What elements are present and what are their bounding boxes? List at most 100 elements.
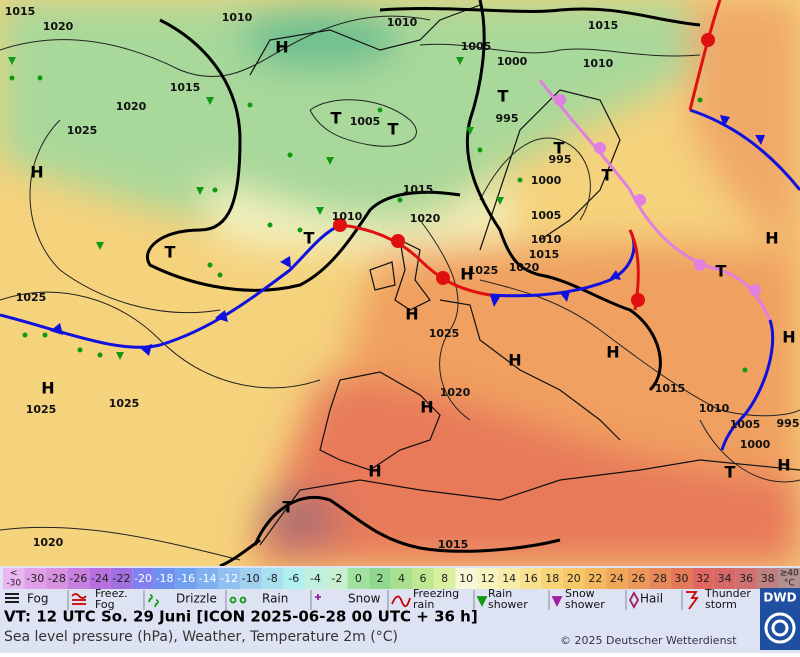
scale-cell bbox=[390, 568, 413, 589]
scale-label: °C bbox=[784, 579, 795, 589]
low-pressure: T bbox=[725, 463, 736, 482]
scale-cell bbox=[132, 568, 154, 589]
scale-cell bbox=[476, 568, 499, 589]
scale-cell bbox=[735, 568, 757, 589]
weather-symbol bbox=[77, 347, 83, 353]
scale-label: -28 bbox=[48, 572, 66, 585]
scale-cell bbox=[175, 568, 197, 589]
scale-label: -6 bbox=[288, 572, 299, 585]
isobar-label: 1020 bbox=[116, 100, 147, 113]
isobar-label: 1015 bbox=[529, 248, 560, 261]
scale-label: 34 bbox=[718, 572, 732, 585]
scale-cell bbox=[326, 568, 348, 589]
scale-label: 26 bbox=[631, 572, 645, 585]
weather-icon bbox=[148, 594, 159, 608]
weather-symbol bbox=[207, 262, 213, 268]
scale-cell bbox=[563, 568, 585, 589]
scale-label: -18 bbox=[156, 572, 174, 585]
scale-cell bbox=[283, 568, 305, 589]
weather-symbol bbox=[206, 97, 214, 105]
weather-symbol bbox=[96, 242, 104, 250]
logo-text: DWD bbox=[763, 591, 796, 605]
weather-icon bbox=[71, 593, 87, 605]
scale-cell bbox=[24, 568, 47, 589]
isobar-label: 1025 bbox=[26, 403, 57, 416]
scale-label: -8 bbox=[267, 572, 278, 585]
high-pressure: H bbox=[30, 163, 43, 182]
scale-label: -12 bbox=[220, 572, 238, 585]
isobar-label: 1015 bbox=[5, 5, 36, 18]
low-pressure: T bbox=[165, 243, 176, 262]
scale-label: 8 bbox=[441, 572, 448, 585]
weather-legend-label: Freez. bbox=[95, 587, 128, 600]
weather-icon bbox=[5, 593, 19, 603]
high-pressure: H bbox=[777, 456, 790, 475]
temperature-scale: <-30 -30 -28 -26 -24 -22 -20 -18 -16 -14 -12 -10 -8-… bbox=[3, 568, 800, 589]
isobar-label: 1000 bbox=[497, 55, 528, 68]
high-pressure: H bbox=[275, 38, 288, 57]
isobar-label: 1025 bbox=[67, 124, 98, 137]
isobars-thick bbox=[146, 0, 701, 566]
weather-symbol bbox=[287, 152, 293, 158]
scale-cell bbox=[713, 568, 736, 589]
scale-label: 38 bbox=[761, 572, 775, 585]
scale-cell bbox=[412, 568, 434, 589]
weather-icon bbox=[476, 596, 488, 608]
weather-symbol bbox=[697, 97, 703, 103]
scale-label: -30 bbox=[6, 579, 21, 589]
weather-symbol bbox=[377, 107, 383, 113]
scale-label: -20 bbox=[134, 572, 152, 585]
scale-label: 36 bbox=[739, 572, 753, 585]
scale-cell bbox=[541, 568, 564, 589]
scale-label: 10 bbox=[459, 572, 473, 585]
isobar-label: 1025 bbox=[429, 327, 460, 340]
isobar-label: 1025 bbox=[468, 264, 499, 277]
scale-cell bbox=[692, 568, 714, 589]
high-pressure: H bbox=[41, 379, 54, 398]
isobar-label: 1005 bbox=[730, 418, 761, 431]
scale-cell bbox=[670, 568, 693, 589]
weather-symbol bbox=[742, 367, 748, 373]
low-pressure: T bbox=[388, 120, 399, 139]
scale-cell bbox=[196, 568, 219, 589]
scale-label: -24 bbox=[91, 572, 109, 585]
isobar-label: 1025 bbox=[16, 291, 47, 304]
scale-label: -14 bbox=[199, 572, 217, 585]
weather-icon bbox=[315, 594, 321, 600]
valid-time: VT: 12 UTC So. 29 Juni [ICON 2025-06-28 … bbox=[4, 608, 478, 626]
weather-legend-label: Hail bbox=[640, 592, 663, 606]
weather-legend-label: Rain bbox=[488, 587, 512, 600]
scale-cell bbox=[239, 568, 262, 589]
weather-symbol bbox=[397, 197, 403, 203]
isobars bbox=[0, 15, 800, 561]
scale-label: -2 bbox=[331, 572, 342, 585]
weather-symbol bbox=[212, 187, 218, 193]
subtitle: Sea level pressure (hPa), Weather, Tempe… bbox=[4, 629, 398, 645]
scale-label: 6 bbox=[420, 572, 427, 585]
scale-label: -10 bbox=[242, 572, 260, 585]
weather-symbol bbox=[196, 187, 204, 195]
coastlines bbox=[249, 4, 800, 546]
copyright: © 2025 Deutscher Wetterdienst bbox=[560, 634, 737, 647]
dwd-logo: DWD bbox=[760, 588, 800, 650]
scale-label: < bbox=[10, 569, 18, 579]
low-pressure: T bbox=[716, 262, 727, 281]
weather-legend-label: rain bbox=[413, 598, 434, 611]
scale-cell bbox=[89, 568, 111, 589]
scale-cell bbox=[3, 568, 25, 589]
scale-cell bbox=[498, 568, 520, 589]
scale-label: 12 bbox=[481, 572, 495, 585]
isobar-label: 1020 bbox=[33, 536, 64, 549]
isobar-label: 1015 bbox=[588, 19, 619, 32]
isobar-label: 1020 bbox=[509, 261, 540, 274]
scale-cell bbox=[627, 568, 650, 589]
scale-cell bbox=[110, 568, 133, 589]
scale-label: 20 bbox=[567, 572, 581, 585]
high-pressure: H bbox=[782, 328, 795, 347]
weather-symbol bbox=[456, 57, 464, 65]
isobar-label: 1005 bbox=[461, 40, 492, 53]
weather-symbol bbox=[8, 57, 16, 65]
